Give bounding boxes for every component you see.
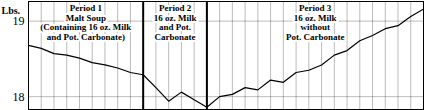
svg-text:Period 216 oz. Milkand Pot.Car: Period 216 oz. Milkand Pot.Carbonate [154, 3, 197, 41]
svg-text:Period 1Malt Soup(Containing 1: Period 1Malt Soup(Containing 16 oz. Milk… [40, 3, 131, 41]
svg-text:19: 19 [13, 14, 25, 28]
svg-text:Lbs.: Lbs. [2, 5, 21, 16]
svg-text:18: 18 [13, 90, 25, 104]
svg-text:Period 316 oz. MilkwithoutPot.: Period 316 oz. MilkwithoutPot. Carbonate [286, 3, 345, 41]
